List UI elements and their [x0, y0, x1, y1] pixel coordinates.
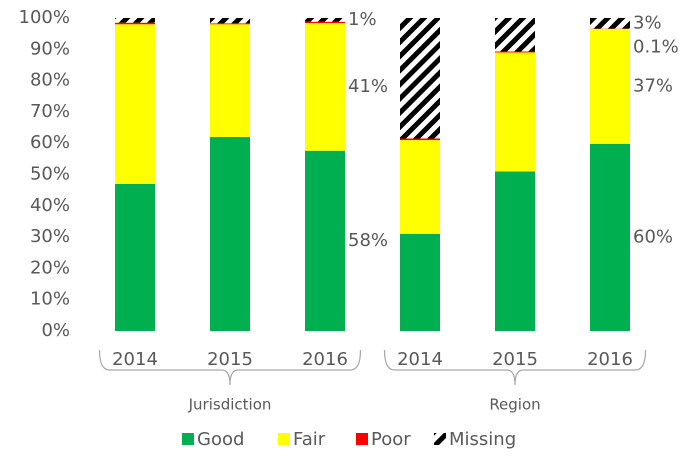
group-bracket [98, 349, 362, 386]
x-tick-label: 2014 [112, 349, 158, 370]
data-label: 60% [633, 226, 673, 247]
y-tick-label: 90% [30, 38, 70, 59]
data-label: 41% [348, 76, 388, 97]
bar-segment [400, 233, 440, 331]
group-label: Jurisdiction [188, 396, 272, 414]
bar-segment [495, 171, 535, 331]
x-tick-label: 2015 [492, 349, 538, 370]
bar-segment [115, 22, 155, 25]
legend-swatch [182, 433, 194, 445]
bar-segment [210, 136, 250, 331]
y-tick-label: 40% [30, 195, 70, 216]
y-tick-label: 60% [30, 132, 70, 153]
legend-label: Missing [449, 429, 516, 450]
bar-segment [400, 18, 440, 139]
x-tick-label: 2016 [587, 349, 633, 370]
bar-segment [305, 18, 345, 22]
bar-segment [305, 150, 345, 331]
bar-segment [210, 23, 250, 25]
bar-segment [495, 51, 535, 53]
bar-segment [305, 23, 345, 151]
y-tick-label: 30% [30, 226, 70, 247]
bar-segment [210, 24, 250, 137]
bar-segment [590, 28, 630, 144]
data-label: 37% [633, 75, 673, 96]
data-label: 1% [348, 9, 377, 30]
legend-swatch [356, 433, 368, 445]
y-tick-label: 20% [30, 257, 70, 278]
bar-segment [590, 143, 630, 331]
y-tick-label: 0% [41, 320, 70, 341]
y-tick-label: 100% [19, 7, 70, 28]
legend-label: Good [197, 429, 244, 450]
legend-swatch [434, 433, 446, 445]
bar-segment [305, 21, 345, 24]
y-tick-label: 70% [30, 101, 70, 122]
legend-label: Poor [371, 429, 411, 450]
x-tick-label: 2016 [302, 349, 348, 370]
bar-segment [115, 18, 155, 23]
bar-segment [400, 138, 440, 141]
group-bracket [383, 349, 647, 386]
data-label: 0.1% [633, 36, 679, 57]
data-label: 58% [348, 230, 388, 251]
bar-segment [115, 183, 155, 331]
bar-segment [495, 18, 535, 52]
x-tick-label: 2014 [397, 349, 443, 370]
x-tick-label: 2015 [207, 349, 253, 370]
y-tick-label: 80% [30, 70, 70, 91]
legend-label: Fair [293, 429, 326, 450]
legend-swatch [278, 433, 290, 445]
bar-segment [210, 18, 250, 24]
data-label: 3% [633, 12, 662, 33]
y-tick-label: 10% [30, 289, 70, 310]
y-tick-label: 50% [30, 164, 70, 185]
bar-segment [590, 18, 630, 29]
bar-segment [495, 52, 535, 172]
group-label: Region [489, 396, 540, 414]
bar-segment [115, 24, 155, 184]
bar-segment [400, 140, 440, 234]
